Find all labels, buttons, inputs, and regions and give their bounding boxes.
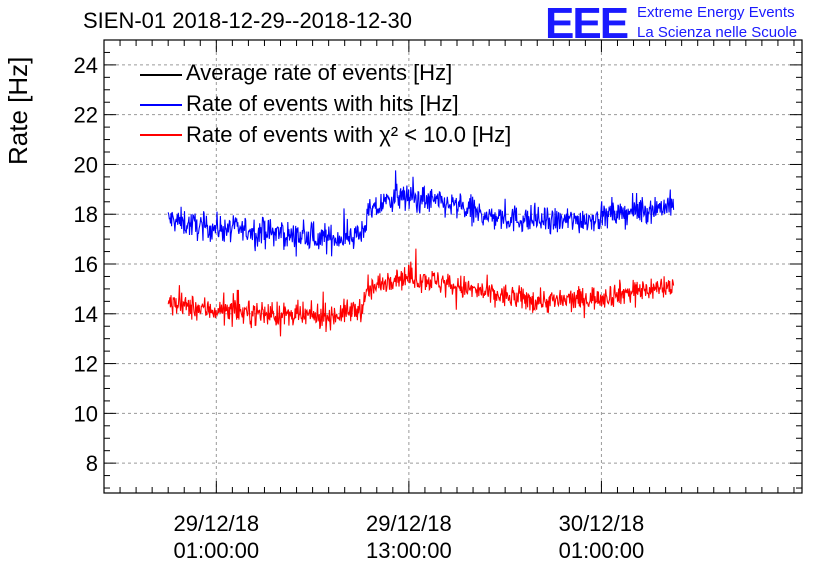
x-tick-label-time: 01:00:00	[174, 538, 260, 563]
y-tick-label: 14	[74, 302, 98, 327]
y-tick-label: 24	[74, 53, 98, 78]
y-tick-label: 20	[74, 152, 98, 177]
x-tick-label-date: 29/12/18	[366, 511, 452, 536]
x-tick-label-time: 01:00:00	[559, 538, 645, 563]
y-axis-label: Rate [Hz]	[3, 56, 33, 165]
eee-logo-mark: EEE	[545, 0, 629, 48]
series-line-1	[167, 170, 675, 257]
legend-entry-hits: Rate of events with hits [Hz]	[186, 91, 459, 116]
logo-caption-line2: La Scienza nelle Scuole	[637, 24, 798, 41]
plot-frame	[103, 39, 803, 494]
x-tick-label-time: 13:00:00	[366, 538, 452, 563]
y-tick-label: 8	[86, 451, 98, 476]
y-tick-label: 12	[74, 352, 98, 377]
legend-swatch-chi2	[140, 134, 182, 136]
legend-entry-average: Average rate of events [Hz]	[186, 60, 453, 85]
y-tick-label: 10	[74, 401, 98, 426]
y-tick-label: 18	[74, 202, 98, 227]
x-tick-label-date: 30/12/18	[559, 511, 645, 536]
y-tick-label: 22	[74, 103, 98, 128]
series-line-2	[167, 248, 675, 337]
legend-swatch-hits	[140, 104, 182, 106]
legend-entry-chi2: Rate of events with χ² < 10.0 [Hz]	[186, 122, 512, 147]
logo-caption-line1: Extreme Energy Events	[637, 4, 795, 21]
legend-swatch-average	[140, 74, 182, 76]
x-tick-label-date: 29/12/18	[174, 511, 260, 536]
chart-title: SIEN-01 2018-12-29--2018-12-30	[83, 8, 412, 33]
y-tick-label: 16	[74, 252, 98, 277]
